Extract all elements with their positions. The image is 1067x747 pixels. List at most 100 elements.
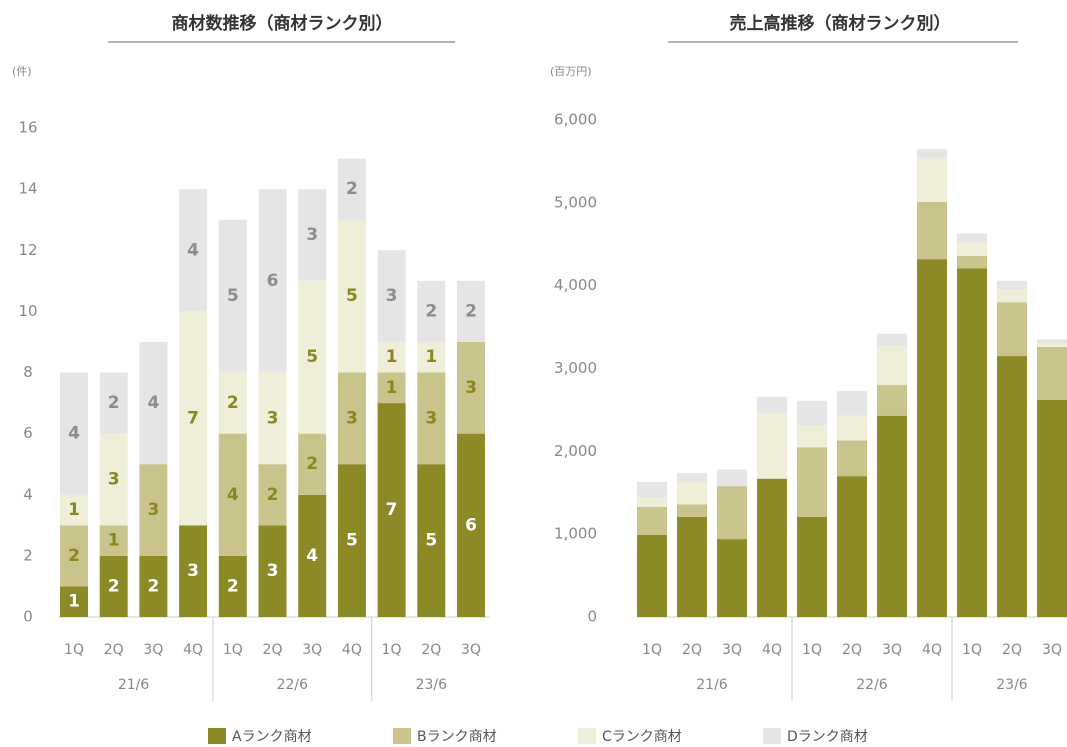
data-label: 3 (425, 408, 437, 428)
group-label: 22/6 (277, 677, 309, 693)
bar-segment (60, 494, 88, 526)
data-label: 5 (227, 286, 239, 306)
data-label: 2 (346, 179, 358, 199)
bar-segment (877, 346, 907, 386)
data-label: 3 (306, 225, 318, 245)
bar-segment (60, 372, 88, 495)
bar-segment (997, 280, 1027, 290)
data-label: 2 (227, 576, 239, 596)
data-label: 3 (346, 408, 358, 428)
data-label: 4 (68, 424, 80, 444)
bar-segment (99, 525, 128, 556)
bar-segment (377, 403, 406, 617)
x-tick-label: 3Q (461, 642, 481, 658)
bar-segment (837, 440, 867, 477)
bar-segment (258, 189, 287, 373)
bar-segment (957, 242, 987, 256)
data-label: 1 (68, 592, 80, 612)
group-label: 21/6 (696, 677, 728, 693)
bar-segment (417, 280, 446, 342)
bar-segment (917, 259, 947, 617)
bar-segment (417, 372, 446, 465)
x-tick-label: 2Q (1002, 642, 1022, 658)
data-label: 1 (386, 347, 398, 367)
bar-segment (797, 400, 827, 426)
y-tick-label: 0 (587, 608, 597, 626)
bar-segment (717, 539, 747, 617)
bar-segment (377, 341, 406, 373)
data-label: 3 (465, 378, 477, 398)
bar-segment (717, 486, 747, 540)
data-label: 2 (465, 301, 477, 321)
x-tick-label: 1Q (642, 642, 662, 658)
data-label: 3 (187, 561, 199, 581)
x-tick-label: 3Q (143, 642, 163, 658)
x-tick-label: 3Q (882, 642, 902, 658)
data-label: 4 (227, 485, 239, 505)
data-label: 7 (187, 408, 199, 428)
bar-segment (337, 372, 366, 465)
legend-label: Aランク商材 (232, 729, 312, 745)
unit-label: (百万円) (550, 65, 592, 78)
bar-segment (957, 268, 987, 617)
bar-segment (457, 280, 485, 342)
bar-segment (258, 525, 287, 617)
x-tick-label: 1Q (382, 642, 402, 658)
bar-segment (457, 341, 485, 434)
data-label: 2 (108, 576, 120, 596)
legend-swatch (208, 728, 226, 744)
bar-segment (917, 158, 947, 203)
bar-segment (1037, 339, 1067, 344)
data-label: 2 (108, 393, 120, 413)
x-tick-label: 3Q (302, 642, 322, 658)
chart-title: 売上高推移（商材ランク別） (730, 13, 951, 34)
group-label: 21/6 (118, 677, 150, 693)
legend-swatch (763, 728, 781, 744)
data-label: 7 (386, 500, 398, 520)
x-tick-label: 4Q (762, 642, 782, 658)
bar-segment (637, 481, 667, 498)
bar-segment (417, 464, 446, 617)
x-tick-label: 1Q (64, 642, 84, 658)
group-label: 22/6 (856, 677, 888, 693)
legend-swatch (578, 728, 596, 744)
y-tick-label: 10 (18, 302, 37, 320)
bar-segment (997, 289, 1027, 303)
bar-segment (139, 555, 168, 617)
data-label: 1 (386, 378, 398, 398)
y-tick-label: 2,000 (554, 442, 597, 460)
bar-segment (457, 433, 485, 617)
y-tick-label: 16 (18, 119, 37, 137)
bar-segment (637, 506, 667, 535)
bar-segment (797, 425, 827, 448)
bar-segment (258, 372, 287, 465)
bar-segment (258, 464, 287, 526)
data-label: 3 (386, 286, 398, 306)
group-label: 23/6 (996, 677, 1028, 693)
x-tick-label: 3Q (722, 642, 742, 658)
bar-segment (997, 302, 1027, 357)
bar-segment (298, 189, 327, 281)
data-label: 2 (425, 301, 437, 321)
bar-segment (377, 250, 406, 342)
y-tick-label: 4,000 (554, 276, 597, 294)
bar-segment (677, 472, 707, 482)
y-tick-label: 3,000 (554, 359, 597, 377)
y-tick-label: 0 (23, 608, 33, 626)
unit-label: (件) (12, 65, 32, 78)
bar-segment (99, 372, 128, 434)
bar-segment (298, 280, 327, 434)
bar-segment (218, 433, 247, 556)
data-label: 6 (465, 515, 477, 535)
bar-segment (877, 333, 907, 347)
bar-segment (757, 478, 787, 617)
bar-segment (179, 311, 208, 526)
bar-segment (1037, 399, 1067, 617)
bar-segment (997, 356, 1027, 617)
data-label: 1 (68, 500, 80, 520)
bar-segment (218, 219, 247, 373)
bar-segment (139, 341, 168, 465)
data-label: 5 (346, 531, 358, 551)
y-tick-label: 14 (18, 180, 37, 198)
